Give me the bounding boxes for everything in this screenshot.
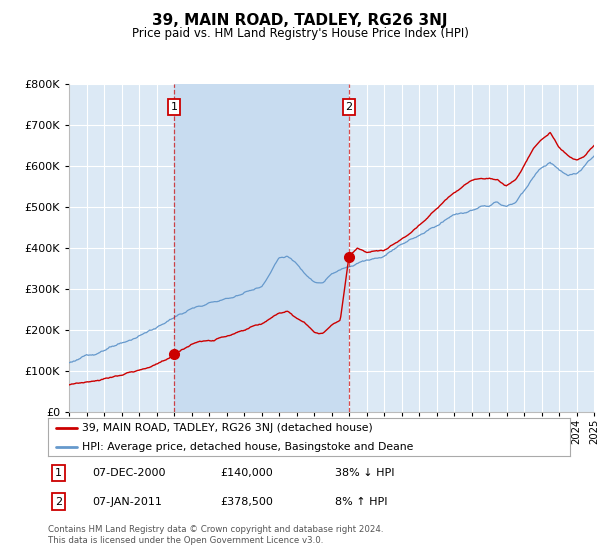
Text: 1: 1 bbox=[170, 102, 178, 112]
Text: £378,500: £378,500 bbox=[220, 497, 273, 507]
Text: 2: 2 bbox=[346, 102, 353, 112]
Text: Contains HM Land Registry data © Crown copyright and database right 2024.
This d: Contains HM Land Registry data © Crown c… bbox=[48, 525, 383, 545]
Text: 8% ↑ HPI: 8% ↑ HPI bbox=[335, 497, 388, 507]
Text: 1: 1 bbox=[55, 468, 62, 478]
Text: £140,000: £140,000 bbox=[220, 468, 273, 478]
Text: 07-JAN-2011: 07-JAN-2011 bbox=[92, 497, 162, 507]
Text: HPI: Average price, detached house, Basingstoke and Deane: HPI: Average price, detached house, Basi… bbox=[82, 442, 413, 452]
Bar bbox=[174, 84, 349, 412]
Text: 39, MAIN ROAD, TADLEY, RG26 3NJ (detached house): 39, MAIN ROAD, TADLEY, RG26 3NJ (detache… bbox=[82, 423, 373, 433]
Text: Price paid vs. HM Land Registry's House Price Index (HPI): Price paid vs. HM Land Registry's House … bbox=[131, 27, 469, 40]
Text: 2: 2 bbox=[55, 497, 62, 507]
Text: 38% ↓ HPI: 38% ↓ HPI bbox=[335, 468, 395, 478]
Text: 39, MAIN ROAD, TADLEY, RG26 3NJ: 39, MAIN ROAD, TADLEY, RG26 3NJ bbox=[152, 13, 448, 28]
Text: 07-DEC-2000: 07-DEC-2000 bbox=[92, 468, 166, 478]
